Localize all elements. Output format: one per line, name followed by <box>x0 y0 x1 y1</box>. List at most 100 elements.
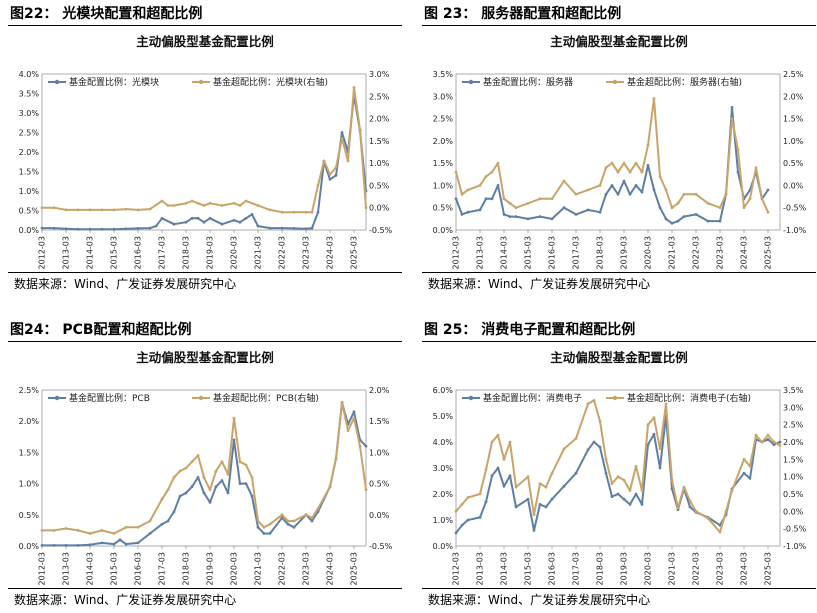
series-0-point <box>778 440 782 444</box>
series-1-point <box>670 206 674 210</box>
series-1-point <box>586 402 590 406</box>
series-0-point <box>592 440 596 444</box>
series-1-point <box>664 188 668 192</box>
series-1-point <box>598 419 602 423</box>
chart-pcb: 主动偏股型基金配置比例 0.0% 0.5% 1.0% 1.5% 2.0% 2.5% -0.5%… <box>19 350 393 585</box>
series-0-point <box>202 491 206 495</box>
series-0-point <box>526 217 530 221</box>
series-0-point <box>160 216 164 220</box>
series-1-point <box>124 207 128 211</box>
series-1-point <box>148 519 152 523</box>
series-1-point <box>742 457 746 461</box>
series-1-point <box>226 472 230 476</box>
series-0-point <box>718 523 722 527</box>
series-1-point <box>340 401 344 404</box>
series-0-point <box>238 220 242 224</box>
series-0-point <box>682 215 686 219</box>
series-1-point <box>466 188 470 192</box>
chart-title: 主动偏股型基金配置比例 <box>550 34 688 49</box>
series-0-point <box>484 500 488 504</box>
series-1-point <box>742 206 746 210</box>
y-right-tick-label: -0.5% <box>783 525 807 534</box>
plot-area <box>455 389 781 547</box>
series-0-point <box>502 484 506 488</box>
x-tick-label: 2022-03 <box>278 236 287 269</box>
series-0-point <box>766 438 770 441</box>
y-left-tick-label: 4.0% <box>19 70 40 79</box>
series-0-point <box>508 215 512 219</box>
series-1-point <box>598 184 602 187</box>
y-right-tick-label: 1.5% <box>783 115 804 124</box>
series-1-point <box>184 466 188 470</box>
series-1-point <box>112 532 116 535</box>
x-tick-label: 2021-03 <box>254 236 263 269</box>
series-1-point <box>322 159 326 163</box>
series-1-point <box>166 488 170 492</box>
y-left-tick-label: 1.5% <box>19 168 40 177</box>
series-0-point <box>190 216 194 220</box>
series-1-point <box>616 475 620 479</box>
x-tick-label: 2012-03 <box>452 236 461 269</box>
series-1-point <box>622 478 626 482</box>
legend-label-1: 基金超配比例：消费电子(右轴) <box>627 392 751 404</box>
series-0-point <box>244 482 248 485</box>
series-0-point <box>574 213 578 216</box>
series-1-point <box>310 516 314 520</box>
y-right-tick-label: 1.0% <box>369 159 390 168</box>
series-1-point <box>748 464 752 468</box>
series-1-point <box>334 166 338 170</box>
series-0-point <box>124 227 128 231</box>
series-1-point <box>778 444 782 447</box>
figure-panel-25: 图 25： 消费电子配置和超配比例 主动偏股型基金配置比例 0.0% 1.0% 2.0… <box>422 318 816 613</box>
series-1-point <box>268 522 272 526</box>
series-1-point <box>466 496 470 499</box>
x-tick-label: 2014-03 <box>500 236 509 269</box>
y-right-tick-label: 1.5% <box>369 137 390 146</box>
series-line-1 <box>42 401 367 535</box>
figure-panel-22: 图22： 光模块配置和超配比例 主动偏股型基金配置比例 0.0% 0.5% 1.0% 1… <box>8 2 402 302</box>
series-0-point <box>676 219 680 223</box>
series-1-point <box>658 175 662 178</box>
y-right-tick-label: -1.0% <box>783 542 807 551</box>
series-0-point <box>280 226 284 230</box>
series-0-point <box>484 197 488 201</box>
series-0-point <box>310 519 314 523</box>
y-left-tick-label: 1.0% <box>19 480 40 489</box>
x-tick-label: 2020-03 <box>230 236 239 269</box>
series-0-point <box>76 544 80 547</box>
series-1-point <box>694 192 698 196</box>
series-1-point <box>460 192 464 196</box>
series-0-point <box>646 443 650 446</box>
series-0-point <box>112 542 116 546</box>
series-1-point <box>622 161 626 165</box>
series-1-point <box>232 416 236 420</box>
y-right-tick-label: 0.5% <box>369 181 390 190</box>
y-left-tick-label: 3.0% <box>19 109 40 118</box>
x-tick-label: 2014-03 <box>86 552 95 585</box>
series-1-point <box>550 197 554 201</box>
series-1-point <box>658 447 662 451</box>
series-1-point <box>316 507 320 510</box>
series-0-point <box>148 532 152 535</box>
legend-marker-0 <box>468 395 474 401</box>
series-0-point <box>256 525 260 529</box>
x-tick-label: 2024-03 <box>326 236 335 269</box>
series-0-point <box>604 192 608 196</box>
legend-marker-1 <box>198 395 204 401</box>
series-0-point <box>688 505 692 509</box>
y-right-tick-label: 3.0% <box>783 403 804 412</box>
series-0-point <box>88 543 92 547</box>
series-1-point <box>748 197 752 201</box>
series-0-point <box>490 474 494 478</box>
series-0-point <box>250 213 254 216</box>
series-1-point <box>214 469 218 473</box>
series-1-point <box>532 513 536 517</box>
figure-title: 图 25： 消费电子配置和超配比例 <box>422 318 816 342</box>
y-left-tick-label: 1.0% <box>433 181 454 190</box>
y-left-tick-label: 2.0% <box>433 490 454 499</box>
plot-area <box>41 73 367 231</box>
series-1-point <box>478 184 482 187</box>
series-1-point <box>676 506 680 510</box>
series-0-point <box>52 226 56 230</box>
x-tick-label: 2012-03 <box>38 552 47 585</box>
